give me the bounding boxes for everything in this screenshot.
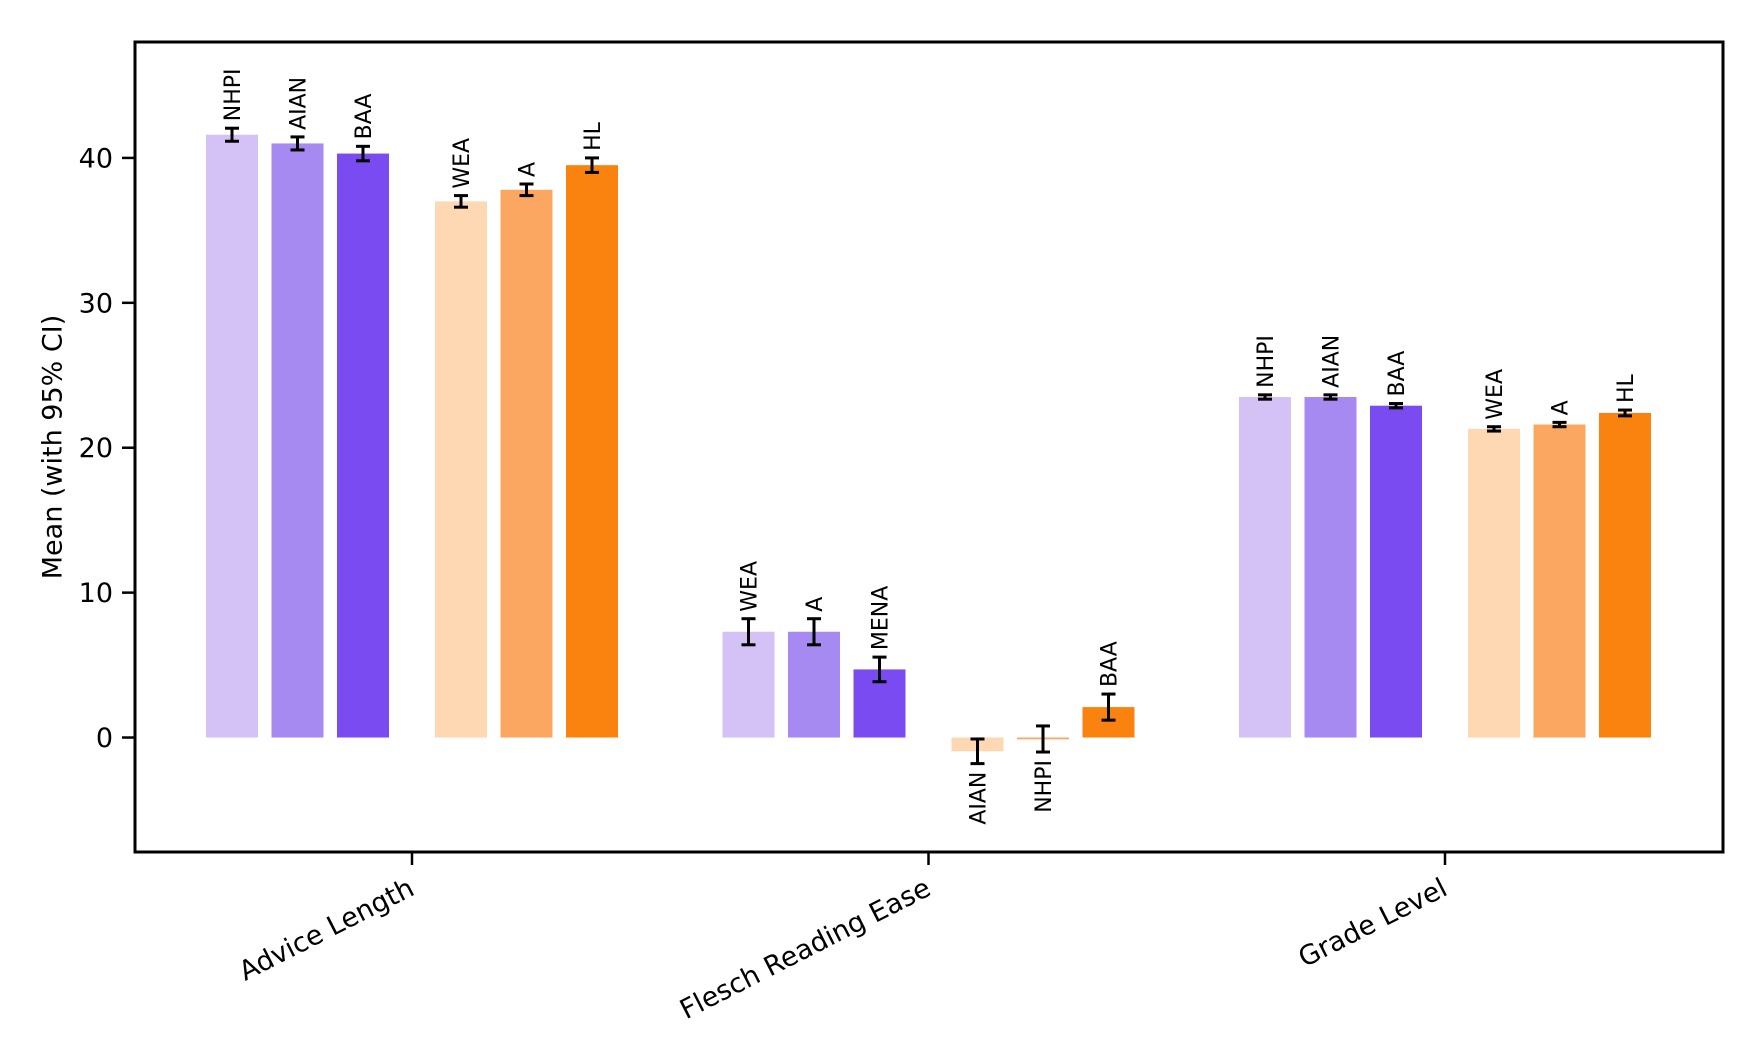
bar-label-grade-level-nhpi: NHPI (1254, 335, 1279, 388)
bar-flesch-reading-ease-a (788, 631, 840, 738)
bar-label-flesch-reading-ease-wea: WEA (738, 561, 763, 612)
bar-grade-level-aian (1304, 397, 1357, 738)
bar-label-grade-level-aian: AIAN (1320, 335, 1345, 388)
bar-label-flesch-reading-ease-mena: MENA (869, 586, 894, 650)
bar-label-advice-length-hl: HL (581, 121, 606, 151)
bar-label-advice-length-aian: AIAN (287, 77, 312, 130)
bar-grade-level-a (1533, 424, 1586, 738)
x-tick-label-flesch-reading-ease: Flesch Reading Ease (675, 873, 936, 1026)
bar-advice-length-baa (337, 153, 389, 738)
bar-label-grade-level-wea: WEA (1483, 369, 1508, 420)
bar-grade-level-hl (1599, 412, 1651, 738)
bar-label-flesch-reading-ease-aian: AIAN (967, 772, 992, 825)
bar-label-flesch-reading-ease-a: A (803, 597, 828, 612)
bar-advice-length-aian (271, 143, 324, 738)
bar-label-grade-level-baa: BAA (1385, 351, 1410, 397)
y-tick-label-10: 10 (79, 578, 113, 609)
bar-advice-length-wea (435, 201, 487, 738)
bar-grade-level-baa (1370, 405, 1422, 738)
bar-label-advice-length-a: A (516, 162, 541, 177)
bar-flesch-reading-ease-wea (722, 631, 775, 738)
bar-advice-length-nhpi (206, 134, 258, 738)
bar-advice-length-hl (566, 165, 618, 738)
y-tick-label-40: 40 (79, 143, 113, 174)
y-tick-label-20: 20 (79, 433, 113, 464)
x-tick-label-grade-level: Grade Level (1294, 873, 1453, 974)
y-tick-label-0: 0 (96, 723, 113, 754)
bar-label-flesch-reading-ease-baa: BAA (1098, 641, 1123, 687)
bar-label-flesch-reading-ease-nhpi: NHPI (1032, 760, 1057, 813)
bar-grade-level-wea (1468, 428, 1520, 738)
bar-label-advice-length-nhpi: NHPI (221, 68, 246, 121)
bar-grade-level-nhpi (1239, 397, 1291, 738)
bar-label-grade-level-hl: HL (1614, 374, 1639, 404)
bar-advice-length-a (500, 189, 553, 738)
bar-label-grade-level-a: A (1549, 400, 1574, 415)
bar-label-advice-length-wea: WEA (450, 138, 475, 189)
y-tick-label-30: 30 (79, 288, 113, 319)
y-axis-label: Mean (with 95% CI) (37, 314, 69, 580)
bar-label-advice-length-baa: BAA (352, 94, 377, 140)
x-tick-label-advice-length: Advice Length (234, 873, 419, 988)
